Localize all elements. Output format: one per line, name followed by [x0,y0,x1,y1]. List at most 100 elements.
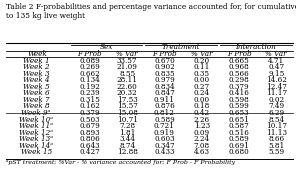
Text: 0.598: 0.598 [229,96,249,104]
Text: 0.516: 0.516 [229,129,250,137]
Text: 0.162: 0.162 [79,103,100,110]
Text: 15.08: 15.08 [117,109,138,117]
Text: Week 5: Week 5 [23,83,49,91]
Text: % Var: % Var [191,50,213,58]
Text: 0.427: 0.427 [79,148,100,156]
Text: 4.71: 4.71 [268,57,284,65]
Text: 0.651: 0.651 [229,116,250,124]
Text: 7.49: 7.49 [268,103,284,110]
Text: 0.566: 0.566 [229,70,249,78]
Text: 6.29: 6.29 [268,109,284,117]
Text: 11.13: 11.13 [266,129,287,137]
Text: 4.63: 4.63 [194,148,210,156]
Text: 21.09: 21.09 [117,63,138,71]
Text: Week 9ᵃ: Week 9ᵃ [21,109,51,117]
Text: 0.876: 0.876 [154,103,175,110]
Text: 10.17: 10.17 [266,122,287,130]
Text: 0.653: 0.653 [229,109,249,117]
Text: 0.587: 0.587 [229,122,249,130]
Text: % Var: % Var [116,50,138,58]
Text: 0.503: 0.503 [80,116,100,124]
Text: 0.18: 0.18 [194,103,210,110]
Text: Interaction: Interaction [235,44,276,52]
Text: 0.09: 0.09 [194,129,210,137]
Text: 0.665: 0.665 [229,57,249,65]
Text: 1.23: 1.23 [194,122,210,130]
Text: 0.680: 0.680 [229,148,249,156]
Text: Week 13ᵃ: Week 13ᵃ [19,135,53,143]
Text: Week 8: Week 8 [23,103,49,110]
Text: 0.919: 0.919 [154,129,175,137]
Text: 1.81: 1.81 [119,129,135,137]
Text: 8.66: 8.66 [268,135,284,143]
Text: 0.11: 0.11 [194,63,210,71]
Text: 0.27: 0.27 [194,83,210,91]
Text: 0.599: 0.599 [229,103,249,110]
Text: ᵃpST treatment; %Var - % variance accounted for; F Prob - F Probability: ᵃpST treatment; %Var - % variance accoun… [6,160,235,165]
Text: 22.60: 22.60 [117,83,137,91]
Text: 33.57: 33.57 [117,57,137,65]
Text: 0.911: 0.911 [154,96,175,104]
Text: 0.847: 0.847 [154,89,175,97]
Text: 2.24: 2.24 [194,135,210,143]
Text: Week 11ᵃ: Week 11ᵃ [19,122,53,130]
Text: Treatment: Treatment [162,44,200,52]
Text: 5.59: 5.59 [268,148,284,156]
Text: 0.416: 0.416 [229,89,250,97]
Text: Week 14ᵃ: Week 14ᵃ [19,142,53,150]
Text: 0.721: 0.721 [154,122,175,130]
Text: 0.589: 0.589 [229,135,249,143]
Text: 0.134: 0.134 [79,76,100,84]
Text: 0.834: 0.834 [154,83,175,91]
Text: 0.968: 0.968 [229,63,249,71]
Text: 14.62: 14.62 [266,76,287,84]
Text: Week 3: Week 3 [23,70,49,78]
Text: 7.08: 7.08 [194,142,210,150]
Text: 0.35: 0.35 [194,70,210,78]
Text: 3.44: 3.44 [119,135,135,143]
Text: 20.32: 20.32 [117,89,137,97]
Text: 0.893: 0.893 [80,129,100,137]
Text: 17.53: 17.53 [117,96,137,104]
Text: 10.71: 10.71 [117,116,138,124]
Text: 0.670: 0.670 [154,57,175,65]
Text: 8.54: 8.54 [268,116,284,124]
Text: 5.81: 5.81 [268,142,284,150]
Text: 0.315: 0.315 [79,96,100,104]
Text: 0.239: 0.239 [80,89,100,97]
Text: 0.589: 0.589 [154,116,175,124]
Text: 0.902: 0.902 [154,63,175,71]
Text: F Prob: F Prob [227,50,251,58]
Text: Sex: Sex [100,44,113,52]
Text: 0.643: 0.643 [80,142,100,150]
Text: 0.42: 0.42 [194,109,210,117]
Text: Week 15: Week 15 [20,148,52,156]
Text: 2.26: 2.26 [194,116,210,124]
Text: Week 7: Week 7 [23,96,49,104]
Text: 0.269: 0.269 [79,63,100,71]
Text: 0.347: 0.347 [154,142,175,150]
Text: 7.28: 7.28 [119,122,135,130]
Text: 8.74: 8.74 [119,142,135,150]
Text: 0.679: 0.679 [79,122,100,130]
Text: 0.379: 0.379 [229,83,249,91]
Text: 0.603: 0.603 [154,135,175,143]
Text: Week: Week [28,50,47,58]
Text: 28.11: 28.11 [117,76,138,84]
Text: 0.24: 0.24 [194,89,210,97]
Text: Week 1: Week 1 [23,57,49,65]
Text: F Prob: F Prob [78,50,102,58]
Text: 8.55: 8.55 [119,70,135,78]
Text: 0.662: 0.662 [79,70,100,78]
Text: 0.298: 0.298 [229,76,249,84]
Text: 0.691: 0.691 [229,142,250,150]
Text: 0.192: 0.192 [79,83,100,91]
Text: Week 10ᵃ: Week 10ᵃ [19,116,53,124]
Text: 0.812: 0.812 [154,109,175,117]
Text: 12.88: 12.88 [117,148,138,156]
Text: 0.379: 0.379 [80,109,100,117]
Text: F Prob: F Prob [152,50,177,58]
Text: 11.17: 11.17 [266,89,287,97]
Text: 0.806: 0.806 [79,135,100,143]
Text: Table 2 F-probabilities and percentage variance accounted for, for cumulative fe: Table 2 F-probabilities and percentage v… [6,3,296,20]
